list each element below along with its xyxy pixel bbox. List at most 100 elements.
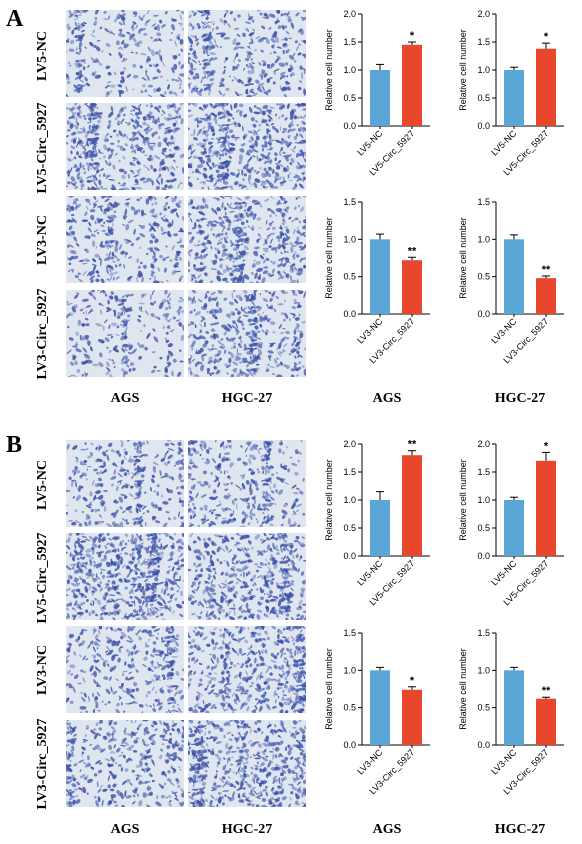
micrograph-image — [188, 626, 306, 713]
panel-letter-a: A — [6, 6, 24, 32]
bar — [504, 70, 524, 126]
y-tick-label: 1.0 — [477, 65, 490, 75]
y-tick-label: 1.0 — [477, 495, 490, 505]
y-tick-label: 0.0 — [343, 121, 356, 131]
micrograph-image — [188, 10, 306, 97]
y-tick-label: 0.0 — [477, 309, 490, 319]
y-tick-label: 0.0 — [343, 740, 356, 750]
y-tick-label: 2.0 — [343, 439, 356, 449]
row-label: LV5-NC — [35, 459, 50, 511]
y-tick-label: 0.0 — [477, 551, 490, 561]
significance-marker: * — [544, 440, 549, 452]
y-axis-label: Relative cell number — [458, 648, 468, 730]
y-tick-label: 2.0 — [477, 9, 490, 19]
y-tick-label: 1.0 — [343, 65, 356, 75]
y-axis-label: Relative cell number — [324, 29, 334, 111]
y-tick-label: 1.0 — [343, 495, 356, 505]
bar — [402, 455, 422, 556]
micrograph-image — [66, 533, 184, 620]
y-tick-label: 1.5 — [477, 37, 490, 47]
bar-chart: 0.0 0.5 1.0 1.5 2.0 Relative cell number LV5-N… — [316, 6, 441, 191]
micrograph-image — [66, 196, 184, 283]
bar — [536, 698, 556, 745]
micrograph-image — [188, 533, 306, 620]
micrograph-image — [66, 10, 184, 97]
y-tick-label: 0.5 — [343, 93, 356, 103]
x-tick-label: LV5-NC — [489, 558, 519, 588]
bar — [504, 500, 524, 556]
y-axis-label: Relative cell number — [458, 217, 468, 299]
micrograph-image — [188, 196, 306, 283]
y-tick-label: 0.5 — [477, 523, 490, 533]
y-axis-label: Relative cell number — [324, 648, 334, 730]
y-tick-label: 1.5 — [343, 628, 356, 638]
y-axis-label: Relative cell number — [458, 29, 468, 111]
bar — [536, 48, 556, 126]
micrograph-image — [188, 720, 306, 807]
row-label: LV5-NC — [35, 30, 50, 82]
significance-marker: ** — [408, 439, 417, 451]
x-tick-label: LV5-NC — [355, 558, 385, 588]
micrograph-image — [188, 290, 306, 377]
bar — [504, 670, 524, 745]
y-tick-label: 0.0 — [477, 740, 490, 750]
bar — [370, 239, 390, 314]
micrograph-image — [66, 626, 184, 713]
y-axis-label: Relative cell number — [324, 459, 334, 541]
bar-chart: 0.0 0.5 1.0 1.5 2.0 Relative cell number LV5-N… — [316, 436, 441, 621]
micrograph-image — [66, 720, 184, 807]
bar — [370, 70, 390, 126]
y-tick-label: 1.5 — [343, 37, 356, 47]
bar — [402, 260, 422, 314]
significance-marker: * — [544, 31, 549, 43]
significance-marker: ** — [408, 245, 417, 257]
significance-marker: * — [410, 30, 415, 42]
y-tick-label: 2.0 — [343, 9, 356, 19]
y-tick-label: 0.0 — [343, 309, 356, 319]
bar-chart: 0.0 0.5 1.0 1.5 Relative cell number LV3-NC LV… — [450, 194, 575, 379]
column-label: HGC-27 — [494, 391, 546, 406]
column-label: AGS — [110, 391, 140, 406]
y-tick-label: 0.0 — [477, 121, 490, 131]
bar — [402, 44, 422, 126]
bar — [370, 500, 390, 556]
row-label: LV5-Circ_5927 — [35, 532, 50, 624]
bar — [536, 278, 556, 314]
y-tick-label: 0.0 — [343, 551, 356, 561]
column-label: AGS — [372, 391, 402, 406]
x-tick-label: LV3-NC — [355, 747, 385, 777]
column-label: AGS — [372, 822, 402, 837]
x-tick-label: LV3-NC — [489, 747, 519, 777]
bar — [370, 670, 390, 745]
bar-chart: 0.0 0.5 1.0 1.5 2.0 Relative cell number LV5-N… — [450, 6, 575, 191]
x-tick-label: LV3-NC — [489, 316, 519, 346]
micrograph-image — [66, 290, 184, 377]
row-label: LV3-NC — [35, 644, 50, 696]
significance-marker: ** — [542, 685, 551, 697]
y-tick-label: 0.5 — [477, 703, 490, 713]
significance-marker: ** — [542, 264, 551, 276]
significance-marker: * — [410, 675, 415, 687]
y-tick-label: 1.5 — [343, 197, 356, 207]
column-label: AGS — [110, 822, 140, 837]
y-tick-label: 2.0 — [477, 439, 490, 449]
y-tick-label: 1.5 — [477, 467, 490, 477]
row-label: LV5-Circ_5927 — [35, 102, 50, 194]
y-tick-label: 0.5 — [477, 272, 490, 282]
y-tick-label: 1.5 — [477, 628, 490, 638]
y-tick-label: 0.5 — [343, 703, 356, 713]
bar-chart: 0.0 0.5 1.0 1.5 Relative cell number LV3-NC LV… — [316, 194, 441, 379]
row-label: LV3-NC — [35, 214, 50, 266]
micrograph-image — [66, 103, 184, 190]
row-label: LV3-Circ_5927 — [35, 718, 50, 810]
x-tick-label: LV3-NC — [355, 316, 385, 346]
y-axis-label: Relative cell number — [324, 217, 334, 299]
column-label: HGC-27 — [494, 822, 546, 837]
micrograph-image — [188, 440, 306, 527]
panel-letter-b: B — [6, 432, 23, 458]
bar — [536, 460, 556, 556]
bar-chart: 0.0 0.5 1.0 1.5 Relative cell number LV3-NC LV… — [316, 625, 441, 810]
y-tick-label: 1.0 — [477, 234, 490, 244]
bar — [504, 239, 524, 314]
bar-chart: 0.0 0.5 1.0 1.5 2.0 Relative cell number LV5-N… — [450, 436, 575, 621]
